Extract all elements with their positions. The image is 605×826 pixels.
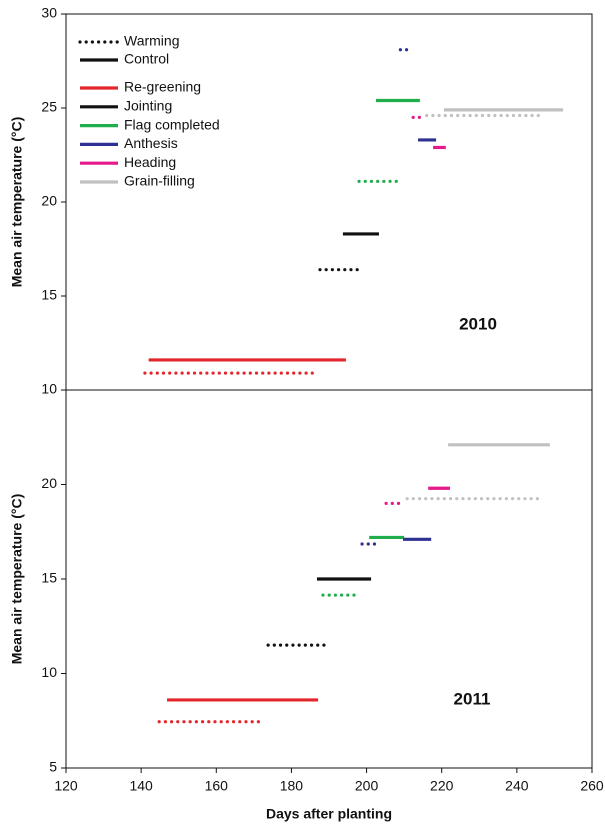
y-tick-label: 30: [41, 5, 57, 21]
x-tick-label: 120: [54, 778, 78, 794]
y-tick-label: 10: [41, 381, 57, 397]
legend-label: Control: [124, 51, 169, 67]
year-annotation: 2011: [454, 689, 491, 708]
x-tick-label: 200: [355, 778, 379, 794]
legend-label: Flag completed: [124, 116, 220, 132]
y-axis-label: Mean air temperature (°C): [9, 117, 25, 288]
y-tick-label: 15: [41, 570, 57, 586]
y-tick-label: 10: [41, 664, 57, 680]
y-tick-label: 15: [41, 287, 57, 303]
x-tick-label: 140: [129, 778, 153, 794]
y-tick-label: 20: [41, 193, 57, 209]
x-axis-label: Days after planting: [266, 806, 392, 822]
legend-label: Re-greening: [124, 79, 201, 95]
x-tick-label: 180: [280, 778, 304, 794]
x-tick-label: 260: [580, 778, 604, 794]
y-axis-label: Mean air temperature (°C): [9, 494, 25, 665]
plot-frame: [65, 13, 593, 391]
legend-label: Grain-filling: [124, 173, 195, 189]
legend-label: Anthesis: [124, 135, 178, 151]
legend-label: Warming: [124, 33, 180, 49]
x-tick-label: 160: [205, 778, 229, 794]
year-annotation: 2010: [459, 314, 497, 333]
legend-label: Jointing: [124, 98, 172, 114]
y-tick-label: 5: [49, 759, 57, 775]
legend-label: Heading: [124, 154, 176, 170]
y-tick-label: 25: [41, 99, 57, 115]
x-tick-label: 220: [430, 778, 454, 794]
x-tick-label: 240: [505, 778, 529, 794]
y-tick-label: 20: [41, 475, 57, 491]
